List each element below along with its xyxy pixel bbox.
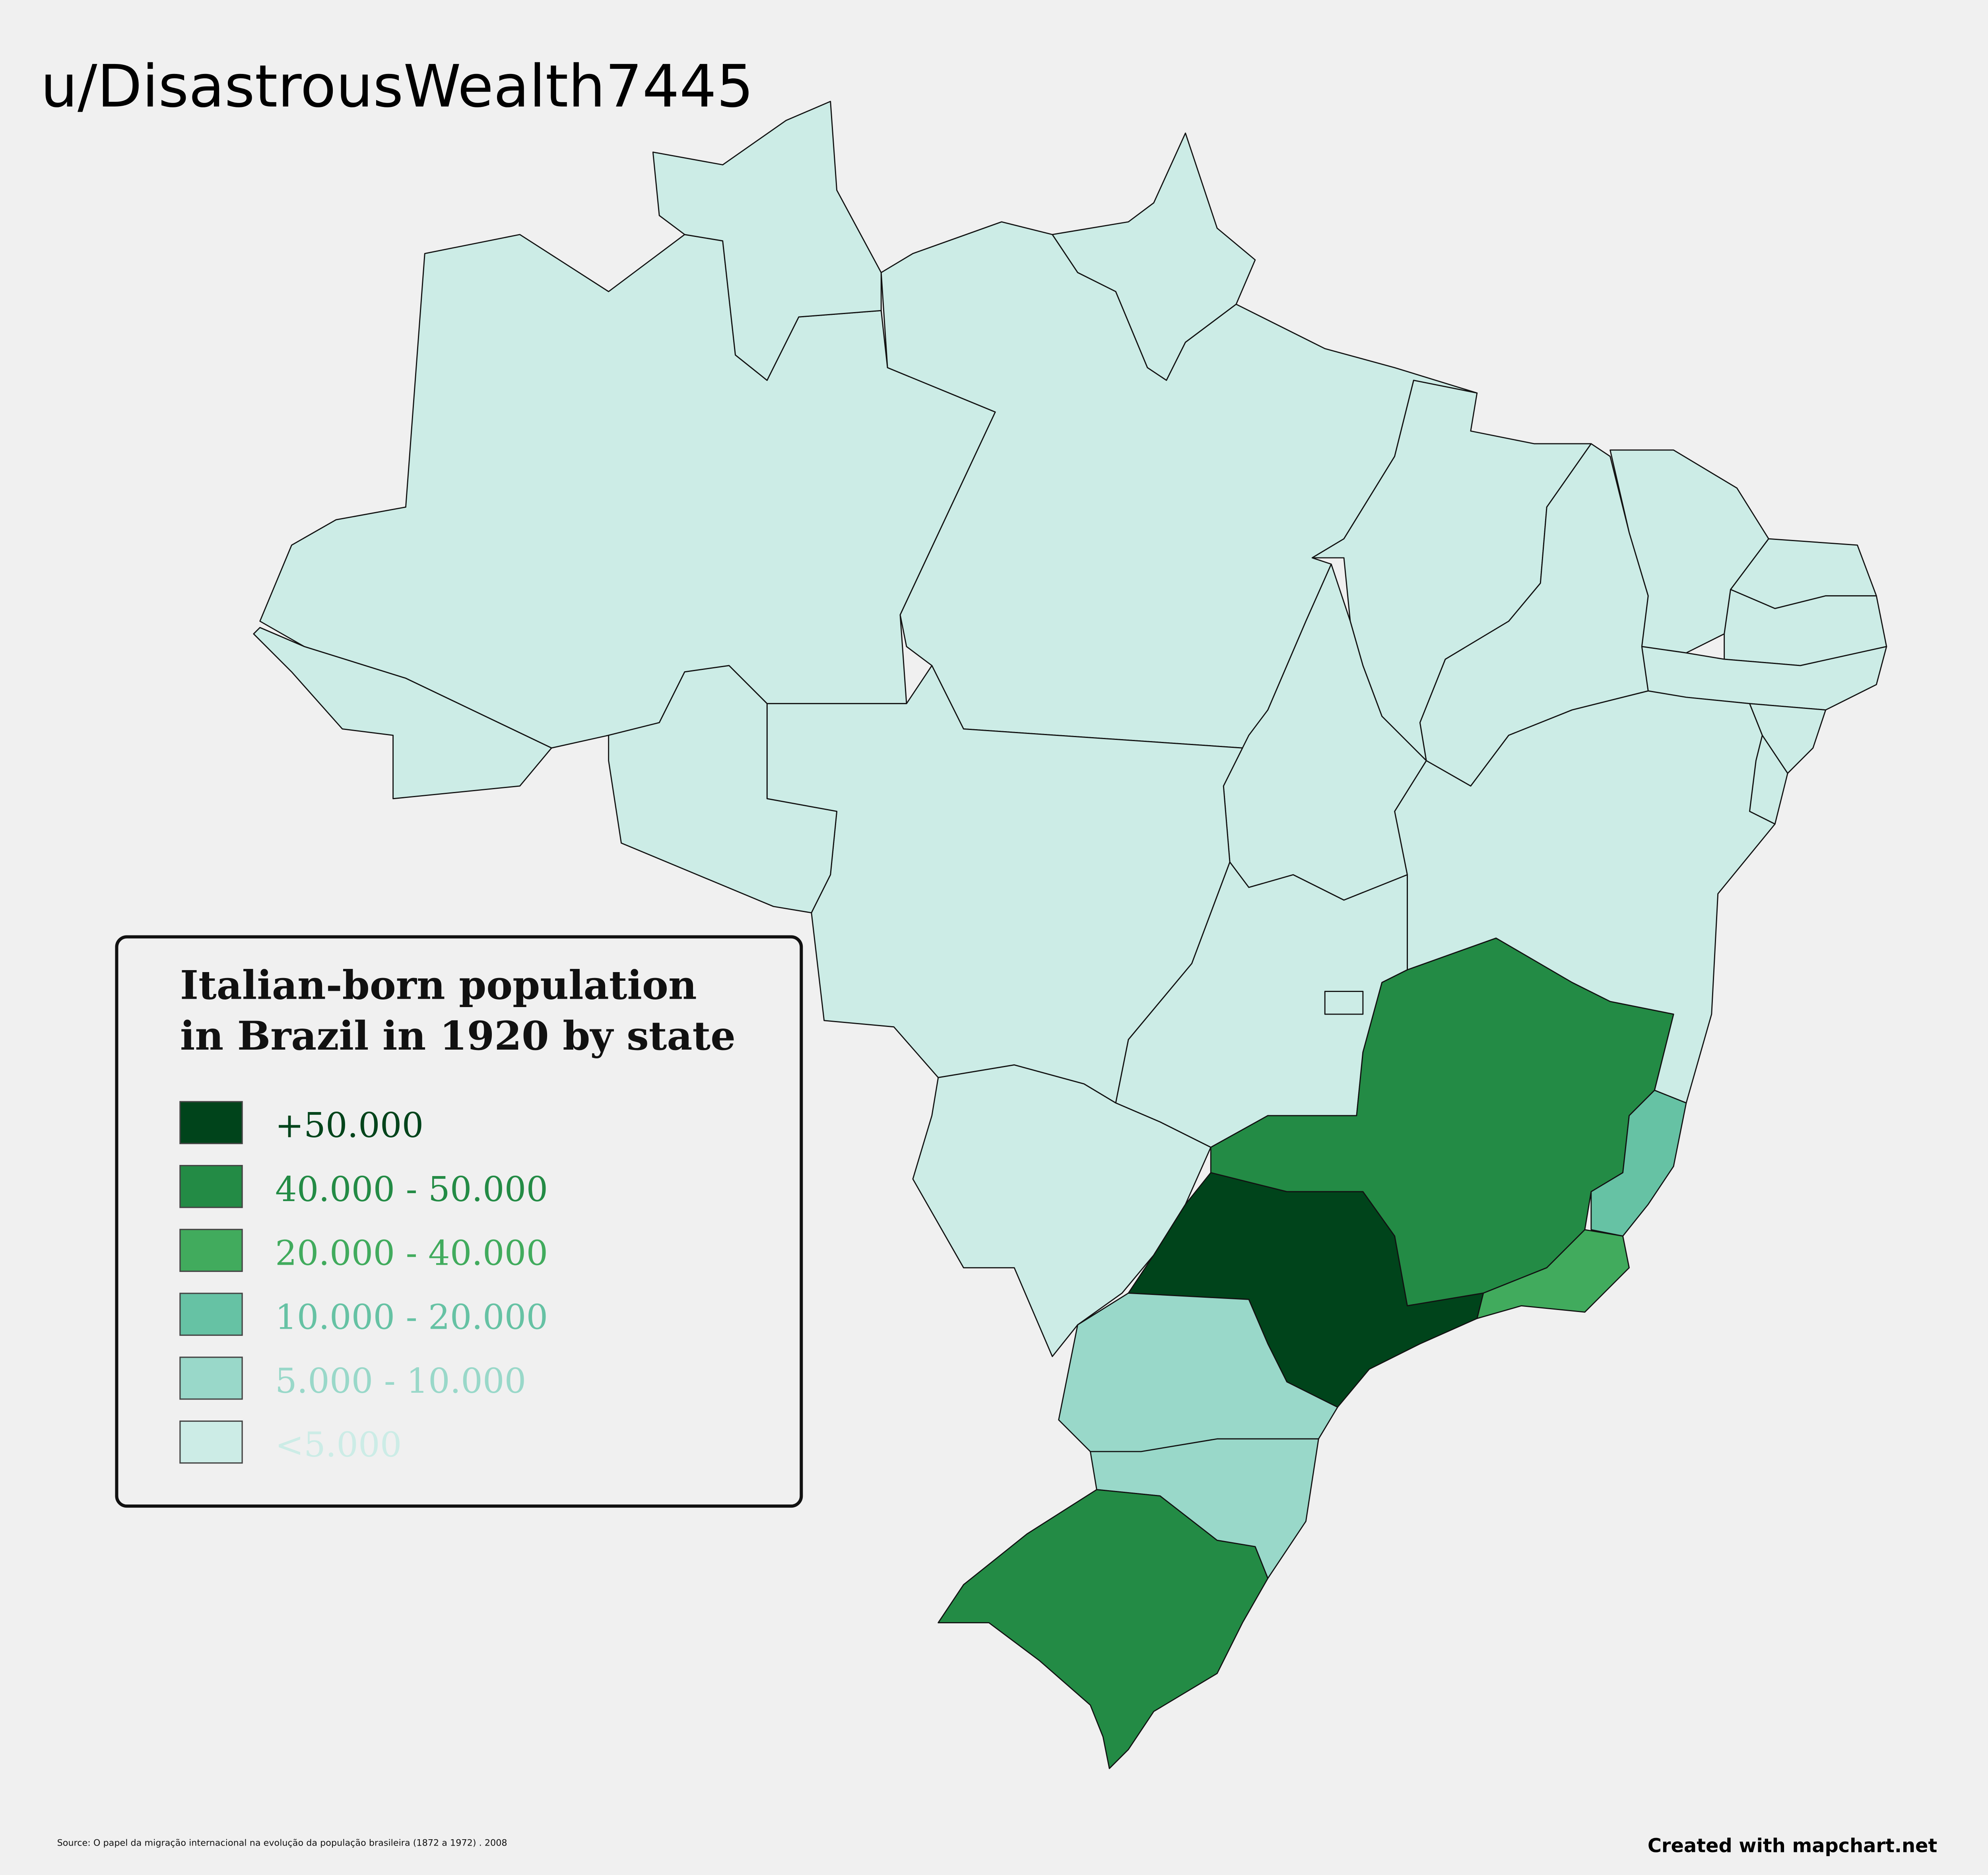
state-roraima bbox=[652, 101, 882, 381]
states bbox=[253, 101, 1887, 1769]
state-rio-de-janeiro bbox=[1476, 1229, 1630, 1319]
credit: Created with mapchart.net bbox=[1648, 1835, 1938, 1857]
state-acre bbox=[253, 627, 552, 800]
legend-swatch bbox=[179, 1293, 243, 1336]
legend-label: 40.000 - 50.000 bbox=[275, 1170, 548, 1209]
state-rio-grande-do-sul bbox=[938, 1489, 1269, 1769]
legend-swatch bbox=[179, 1357, 243, 1400]
state-distrito-federal bbox=[1324, 991, 1364, 1015]
state-sao-paulo bbox=[1128, 1172, 1484, 1408]
legend-swatch bbox=[179, 1420, 243, 1464]
legend-swatch bbox=[179, 1101, 243, 1144]
legend-label: 20.000 - 40.000 bbox=[275, 1234, 548, 1273]
legend-label: <5.000 bbox=[275, 1425, 402, 1465]
map-author: u/DisastrousWealth7445 bbox=[41, 52, 753, 120]
source: Source: O papel da migração internaciona… bbox=[57, 1838, 507, 1848]
state-rondonia bbox=[608, 665, 838, 914]
legend-swatch bbox=[179, 1165, 243, 1208]
legend-title: in Brazil in 1920 by state bbox=[180, 1013, 736, 1059]
state-mato-grosso-do-sul bbox=[912, 1064, 1211, 1357]
legend-box bbox=[115, 935, 803, 1508]
legend-label: 10.000 - 20.000 bbox=[275, 1297, 548, 1337]
legend: Italian-born population in Brazil in 192… bbox=[115, 935, 803, 1508]
legend-title: Italian-born population bbox=[180, 963, 697, 1009]
legend-swatch bbox=[179, 1229, 243, 1272]
legend-label: +50.000 bbox=[275, 1106, 423, 1145]
legend-label: 5.000 - 10.000 bbox=[275, 1361, 526, 1401]
